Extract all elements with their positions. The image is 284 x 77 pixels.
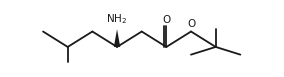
Text: NH$_2$: NH$_2$ [106,12,128,26]
Text: O: O [187,19,195,29]
Text: O: O [162,15,170,25]
Polygon shape [114,29,120,47]
